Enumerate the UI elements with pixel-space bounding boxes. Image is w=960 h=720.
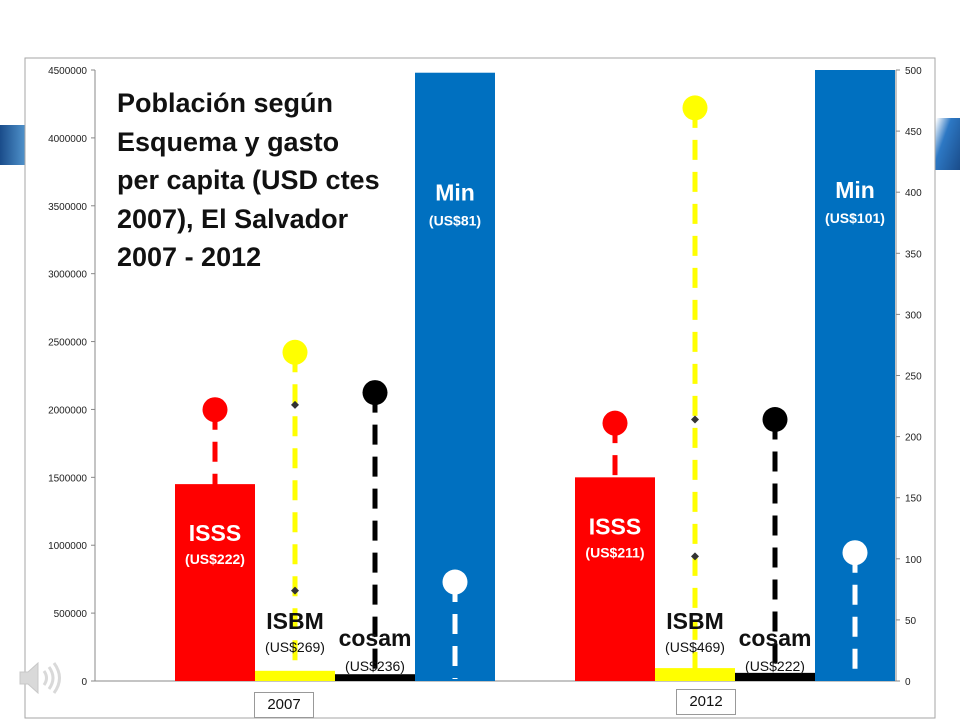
bar-label-isbm-2012: ISBM	[666, 608, 724, 634]
speaker-icon[interactable]	[16, 658, 68, 698]
bar-isss-2012	[575, 477, 655, 681]
y-left-tick-label: 1500000	[48, 473, 87, 484]
y-right-tick-label: 50	[905, 616, 917, 627]
spending-marker-isbm-2007	[282, 339, 308, 365]
bar-isbm-2012	[655, 668, 735, 681]
y-left-tick-label: 4000000	[48, 134, 87, 145]
y-right-tick-label: 150	[905, 494, 922, 505]
y-left-tick-label: 2500000	[48, 338, 87, 349]
spending-marker-cosam-2007	[362, 380, 388, 406]
spending-marker-isbm-2012	[682, 95, 708, 121]
y-right-tick-label: 200	[905, 433, 922, 444]
y-right-tick-label: 100	[905, 555, 922, 566]
diamond-marker	[691, 415, 699, 424]
bar-label-cosam-2012: cosam	[739, 625, 812, 651]
spending-marker-min-2012	[842, 540, 868, 566]
spending-marker-isss-2007	[202, 397, 228, 423]
y-right-tick-label: 500	[905, 66, 922, 77]
spending-marker-min-2007	[442, 569, 468, 595]
chart-title: Población según Esquema y gasto per capi…	[117, 88, 380, 272]
y-left-tick-label: 3500000	[48, 202, 87, 213]
bar-spending-label-isbm-2007: (US$269)	[265, 639, 325, 655]
year-label-2012: 2012	[676, 689, 736, 715]
bar-spending-label-cosam-2012: (US$222)	[745, 658, 805, 674]
bar-spending-label-min-2007: (US$81)	[429, 213, 481, 229]
bar-label-min-2012: Min	[835, 177, 875, 203]
y-left-tick-label: 3000000	[48, 270, 87, 281]
bar-label-cosam-2007: cosam	[339, 625, 412, 651]
y-left-tick-label: 2000000	[48, 405, 87, 416]
diamond-marker	[291, 400, 299, 409]
bar-spending-label-cosam-2007: (US$236)	[345, 658, 405, 674]
spending-marker-isss-2012	[602, 410, 628, 436]
bar-spending-label-isss-2007: (US$222)	[185, 551, 245, 567]
bar-label-isss-2007: ISSS	[189, 520, 241, 546]
y-right-tick-label: 0	[905, 677, 911, 688]
bar-label-isbm-2007: ISBM	[266, 608, 324, 634]
y-right-tick-label: 400	[905, 188, 922, 199]
bar-label-min-2007: Min	[435, 180, 475, 206]
bar-min-2012	[815, 70, 895, 681]
y-left-tick-label: 4500000	[48, 66, 87, 77]
y-left-tick-label: 500000	[54, 609, 88, 620]
diamond-marker	[691, 552, 699, 561]
bar-spending-label-isss-2012: (US$211)	[585, 544, 644, 560]
bar-spending-label-min-2012: (US$101)	[825, 210, 885, 226]
bar-label-isss-2012: ISSS	[589, 513, 641, 539]
year-label-2007: 2007	[254, 692, 314, 718]
y-right-tick-label: 450	[905, 127, 922, 138]
y-right-tick-label: 350	[905, 249, 922, 260]
bar-cosam-2007	[335, 674, 415, 681]
y-left-tick-label: 1000000	[48, 541, 87, 552]
y-right-tick-label: 300	[905, 310, 922, 321]
bar-spending-label-isbm-2012: (US$469)	[665, 639, 725, 655]
y-left-tick-label: 0	[81, 677, 87, 688]
diamond-marker	[291, 586, 299, 595]
y-right-tick-label: 250	[905, 372, 922, 383]
spending-marker-cosam-2012	[762, 406, 788, 432]
